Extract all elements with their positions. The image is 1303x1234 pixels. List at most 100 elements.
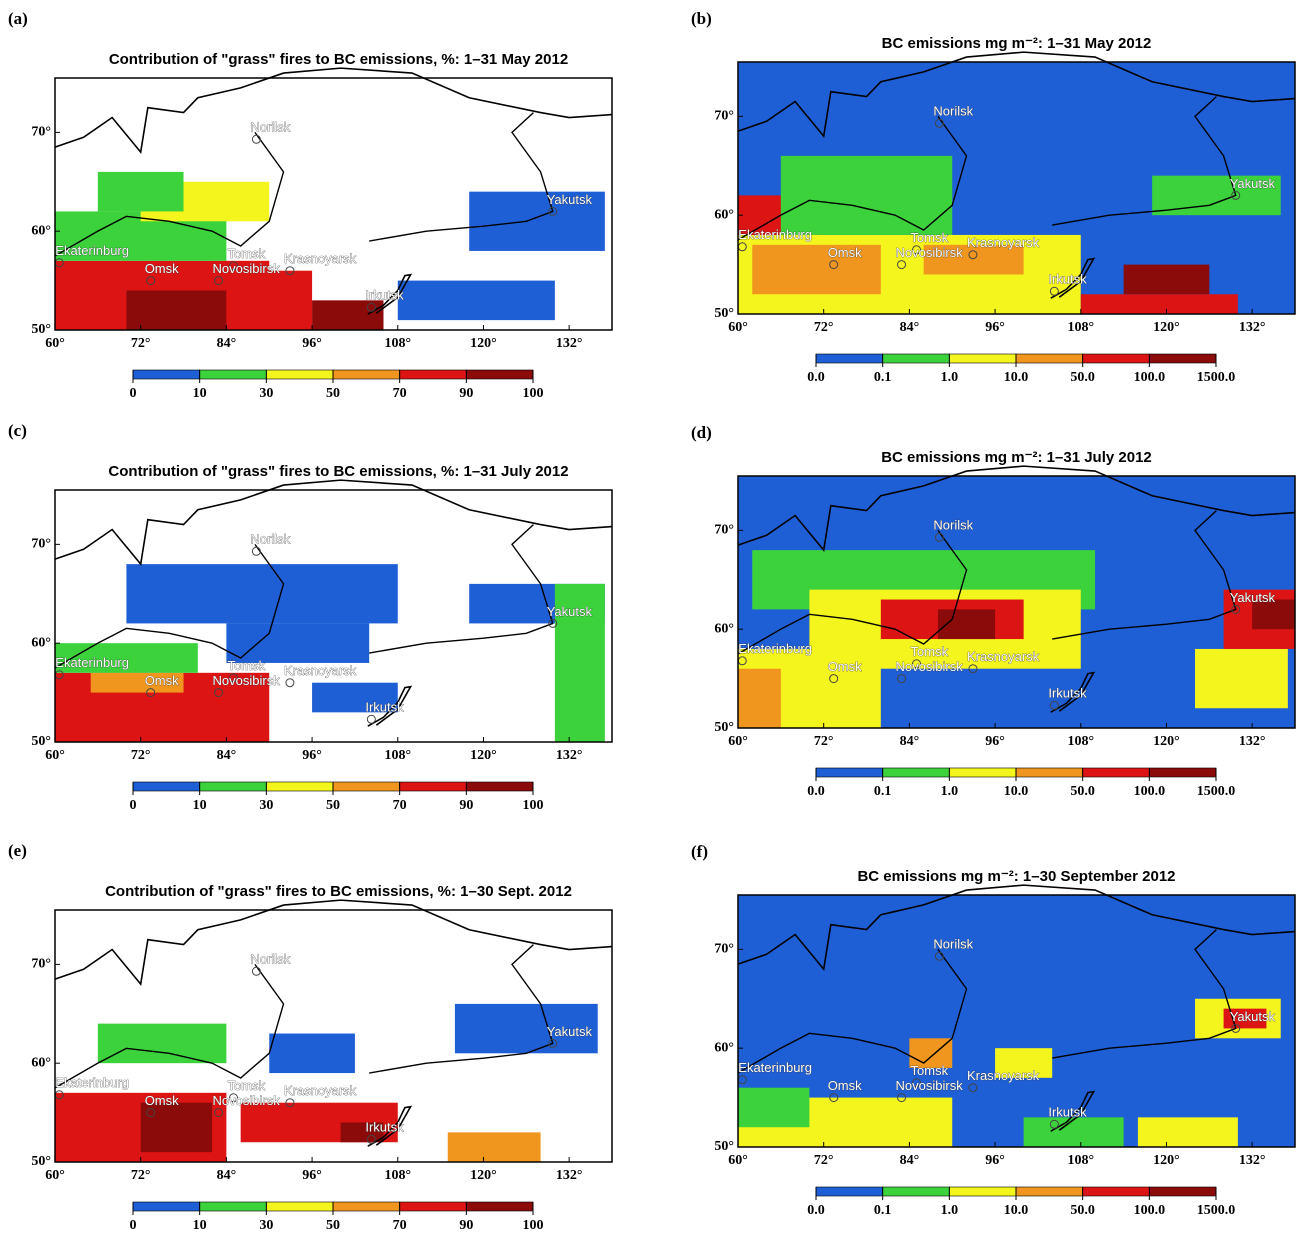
panel-title: Contribution of "grass" fires to BC emis… [109, 51, 568, 68]
city-label: Omsk [828, 1078, 862, 1093]
y-tick-label: 50° [31, 734, 51, 749]
coastline [367, 1105, 413, 1147]
coastline [54, 67, 613, 154]
coastline [1050, 257, 1096, 299]
y-tick-label: 70° [714, 523, 734, 538]
city-marker [146, 276, 156, 286]
emission-cell-patch [1137, 1117, 1238, 1147]
city-label: Tomsk [911, 1063, 949, 1078]
city-marker [934, 532, 944, 542]
x-tick-label: 72° [131, 336, 151, 351]
emission-cell-patch [909, 1038, 953, 1068]
colorbar-segment [1015, 1186, 1083, 1197]
panel: (d) BC emissions mg m⁻²: 1–31 July 2012 No… [691, 423, 1296, 799]
colorbar-label: 100.0 [1134, 1203, 1166, 1218]
city-marker [934, 951, 944, 961]
coastline [369, 524, 554, 654]
colorbar-segment [815, 353, 883, 364]
panel-label: (b) [691, 9, 712, 28]
emission-cell-patch [1152, 175, 1281, 216]
city-label: Krasnoyarsk [967, 235, 1040, 250]
colorbar-segment [266, 781, 334, 792]
city-label: Tomsk [228, 658, 266, 673]
city-marker [1049, 1119, 1059, 1129]
panel-title: Contribution of "grass" fires to BC emis… [105, 883, 572, 900]
colorbar-segment [132, 369, 200, 380]
colorbar-label: 0.1 [874, 370, 892, 385]
x-tick-label: 60° [728, 320, 748, 335]
colorbar-label: 1500.0 [1197, 370, 1236, 385]
colorbar-segment [815, 1186, 883, 1197]
colorbar-label: 70 [393, 386, 407, 401]
emission-cell-patch [447, 1132, 541, 1162]
emission-cell-patch [923, 244, 1024, 275]
x-tick-label: 60° [45, 336, 65, 351]
city-label: Omsk [828, 659, 862, 674]
x-tick-label: 96° [985, 320, 1005, 335]
colorbar-segment [132, 1201, 200, 1212]
city-marker [912, 659, 922, 669]
panel-label: (c) [8, 421, 27, 440]
x-tick-label: 120° [470, 336, 497, 351]
x-tick-label: 96° [302, 336, 322, 351]
colorbar-label: 0.1 [874, 784, 892, 799]
colorbar-segment [1082, 767, 1150, 778]
x-tick-label: 60° [728, 1153, 748, 1168]
city-label: Tomsk [911, 644, 949, 659]
emission-cell-patch [226, 623, 370, 663]
emission-cell-patch [340, 1122, 384, 1143]
x-tick-label: 108° [384, 336, 411, 351]
colorbar-label: 10 [193, 798, 207, 813]
city-marker [366, 302, 376, 312]
map-frame [737, 475, 1296, 729]
coastline [54, 543, 285, 669]
map-frame [54, 489, 613, 743]
y-tick-label: 60° [31, 1055, 51, 1070]
coastline [54, 131, 285, 257]
x-tick-label: 132° [1239, 1153, 1266, 1168]
colorbar-label: 100.0 [1134, 370, 1166, 385]
city-marker [285, 266, 295, 276]
x-tick-label: 108° [1067, 1153, 1094, 1168]
colorbar-label: 0 [130, 1218, 137, 1233]
colorbar-label: 30 [259, 798, 273, 813]
coastline [54, 479, 613, 566]
emission-cell-patch [97, 171, 184, 212]
x-tick-label: 96° [985, 1153, 1005, 1168]
colorbar-label: 0.1 [874, 1203, 892, 1218]
colorbar-label: 1500.0 [1197, 1203, 1236, 1218]
city-marker [366, 1134, 376, 1144]
coastline [1052, 96, 1237, 226]
city-label: Ekaterinburg [738, 227, 812, 242]
x-tick-label: 96° [302, 748, 322, 763]
city-marker [285, 678, 295, 688]
colorbar-segment [1082, 1186, 1150, 1197]
coastline [737, 51, 1296, 138]
colorbar-label: 10.0 [1004, 784, 1029, 799]
city-label: Ekaterinburg [55, 655, 129, 670]
panel: (b) BC emissions mg m⁻²: 1–31 May 2012 Nor… [691, 9, 1296, 385]
y-tick-label: 60° [714, 621, 734, 636]
panel-label: (f) [691, 842, 708, 861]
x-tick-label: 84° [217, 336, 237, 351]
city-label: Omsk [828, 245, 862, 260]
city-label: Norilsk [250, 120, 290, 135]
map-frame [54, 909, 613, 1163]
x-tick-label: 120° [1153, 320, 1180, 335]
x-tick-label: 84° [217, 1168, 237, 1183]
colorbar-segment [1149, 1186, 1217, 1197]
x-tick-label: 120° [470, 748, 497, 763]
panel-title: BC emissions mg m⁻²: 1–31 May 2012 [882, 35, 1152, 52]
coastline [737, 465, 1296, 552]
colorbar-label: 30 [259, 1218, 273, 1233]
colorbar-label: 50.0 [1070, 784, 1095, 799]
city-label: Novosibirsk [896, 659, 964, 674]
city-label: Ekaterinburg [738, 1060, 812, 1075]
colorbar-label: 0.0 [807, 1203, 825, 1218]
colorbar-segment [266, 1201, 334, 1212]
y-tick-label: 50° [714, 1139, 734, 1154]
colorbar-segment [132, 781, 200, 792]
colorbar-segment [332, 1201, 400, 1212]
city-marker [968, 1083, 978, 1093]
colorbar-segment [1015, 353, 1083, 364]
